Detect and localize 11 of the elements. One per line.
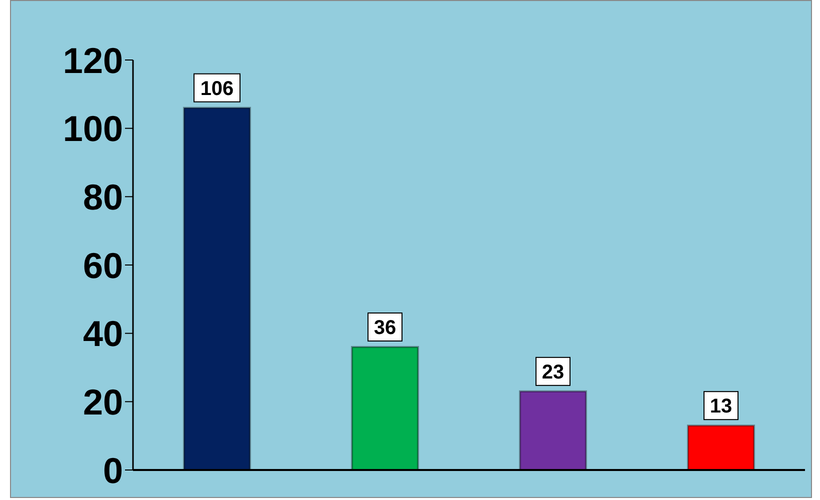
data-label: 23 xyxy=(542,361,564,384)
data-label: 36 xyxy=(374,317,396,339)
y-tick-label: 60 xyxy=(82,244,123,286)
y-tick-label: 0 xyxy=(102,450,123,491)
y-tick-label: 100 xyxy=(62,108,123,150)
y-tick-label: 120 xyxy=(62,40,123,81)
data-label: 13 xyxy=(710,396,732,418)
y-tick-label: 80 xyxy=(82,176,123,218)
y-tick-label: 20 xyxy=(82,381,123,422)
data-label: 106 xyxy=(200,78,234,100)
y-tick-label: 40 xyxy=(82,313,123,354)
